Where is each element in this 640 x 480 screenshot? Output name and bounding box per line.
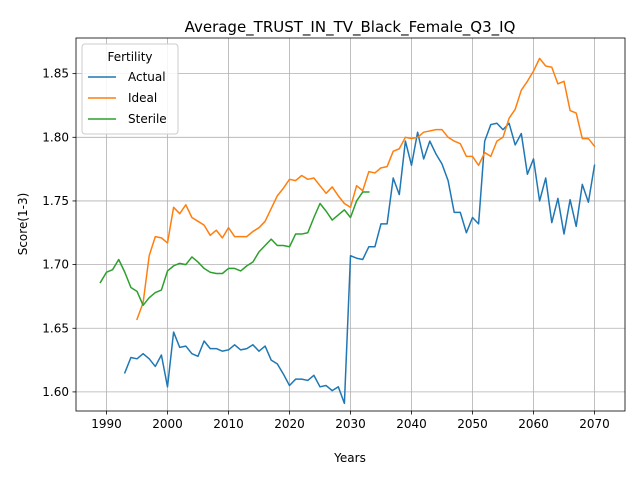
grid xyxy=(76,38,625,411)
x-tick-label: 2070 xyxy=(579,417,610,431)
x-axis-ticks: 1990 2000 2010 2020 2030 2040 2050 2060 2070 xyxy=(91,411,610,431)
y-tick-label: 1.85 xyxy=(42,67,69,81)
legend-box xyxy=(81,43,179,135)
x-tick-label: 2020 xyxy=(274,417,305,431)
y-tick-label: 1.60 xyxy=(42,385,69,399)
x-tick-label: 2030 xyxy=(335,417,366,431)
legend: Fertility Actual Ideal Sterile xyxy=(81,43,179,135)
y-tick-label: 1.75 xyxy=(42,194,69,208)
x-tick-label: 1990 xyxy=(91,417,122,431)
x-tick-label: 2060 xyxy=(518,417,549,431)
series-line-actual xyxy=(123,122,596,405)
legend-label-ideal: Ideal xyxy=(128,91,157,105)
chart-title: Average_TRUST_IN_TV_Black_Female_Q3_IQ xyxy=(185,18,516,37)
x-tick-label: 2010 xyxy=(213,417,244,431)
series-line-sterile xyxy=(99,191,370,307)
y-tick-label: 1.70 xyxy=(42,258,69,272)
legend-entries: Actual Ideal Sterile xyxy=(88,70,167,126)
x-tick-label: 2040 xyxy=(396,417,427,431)
series-line-ideal xyxy=(136,57,596,321)
legend-label-actual: Actual xyxy=(128,70,166,84)
y-axis-ticks: 1.60 1.65 1.70 1.75 1.80 1.85 xyxy=(42,67,76,399)
y-tick-label: 1.65 xyxy=(42,321,69,335)
x-tick-label: 2050 xyxy=(457,417,488,431)
y-axis-label: Score(1-3) xyxy=(16,193,30,256)
x-tick-label: 2000 xyxy=(152,417,183,431)
series-layer xyxy=(99,57,596,405)
legend-label-sterile: Sterile xyxy=(128,112,167,126)
x-axis-label: Years xyxy=(333,451,366,465)
y-tick-label: 1.80 xyxy=(42,130,69,144)
legend-title: Fertility xyxy=(107,50,152,64)
